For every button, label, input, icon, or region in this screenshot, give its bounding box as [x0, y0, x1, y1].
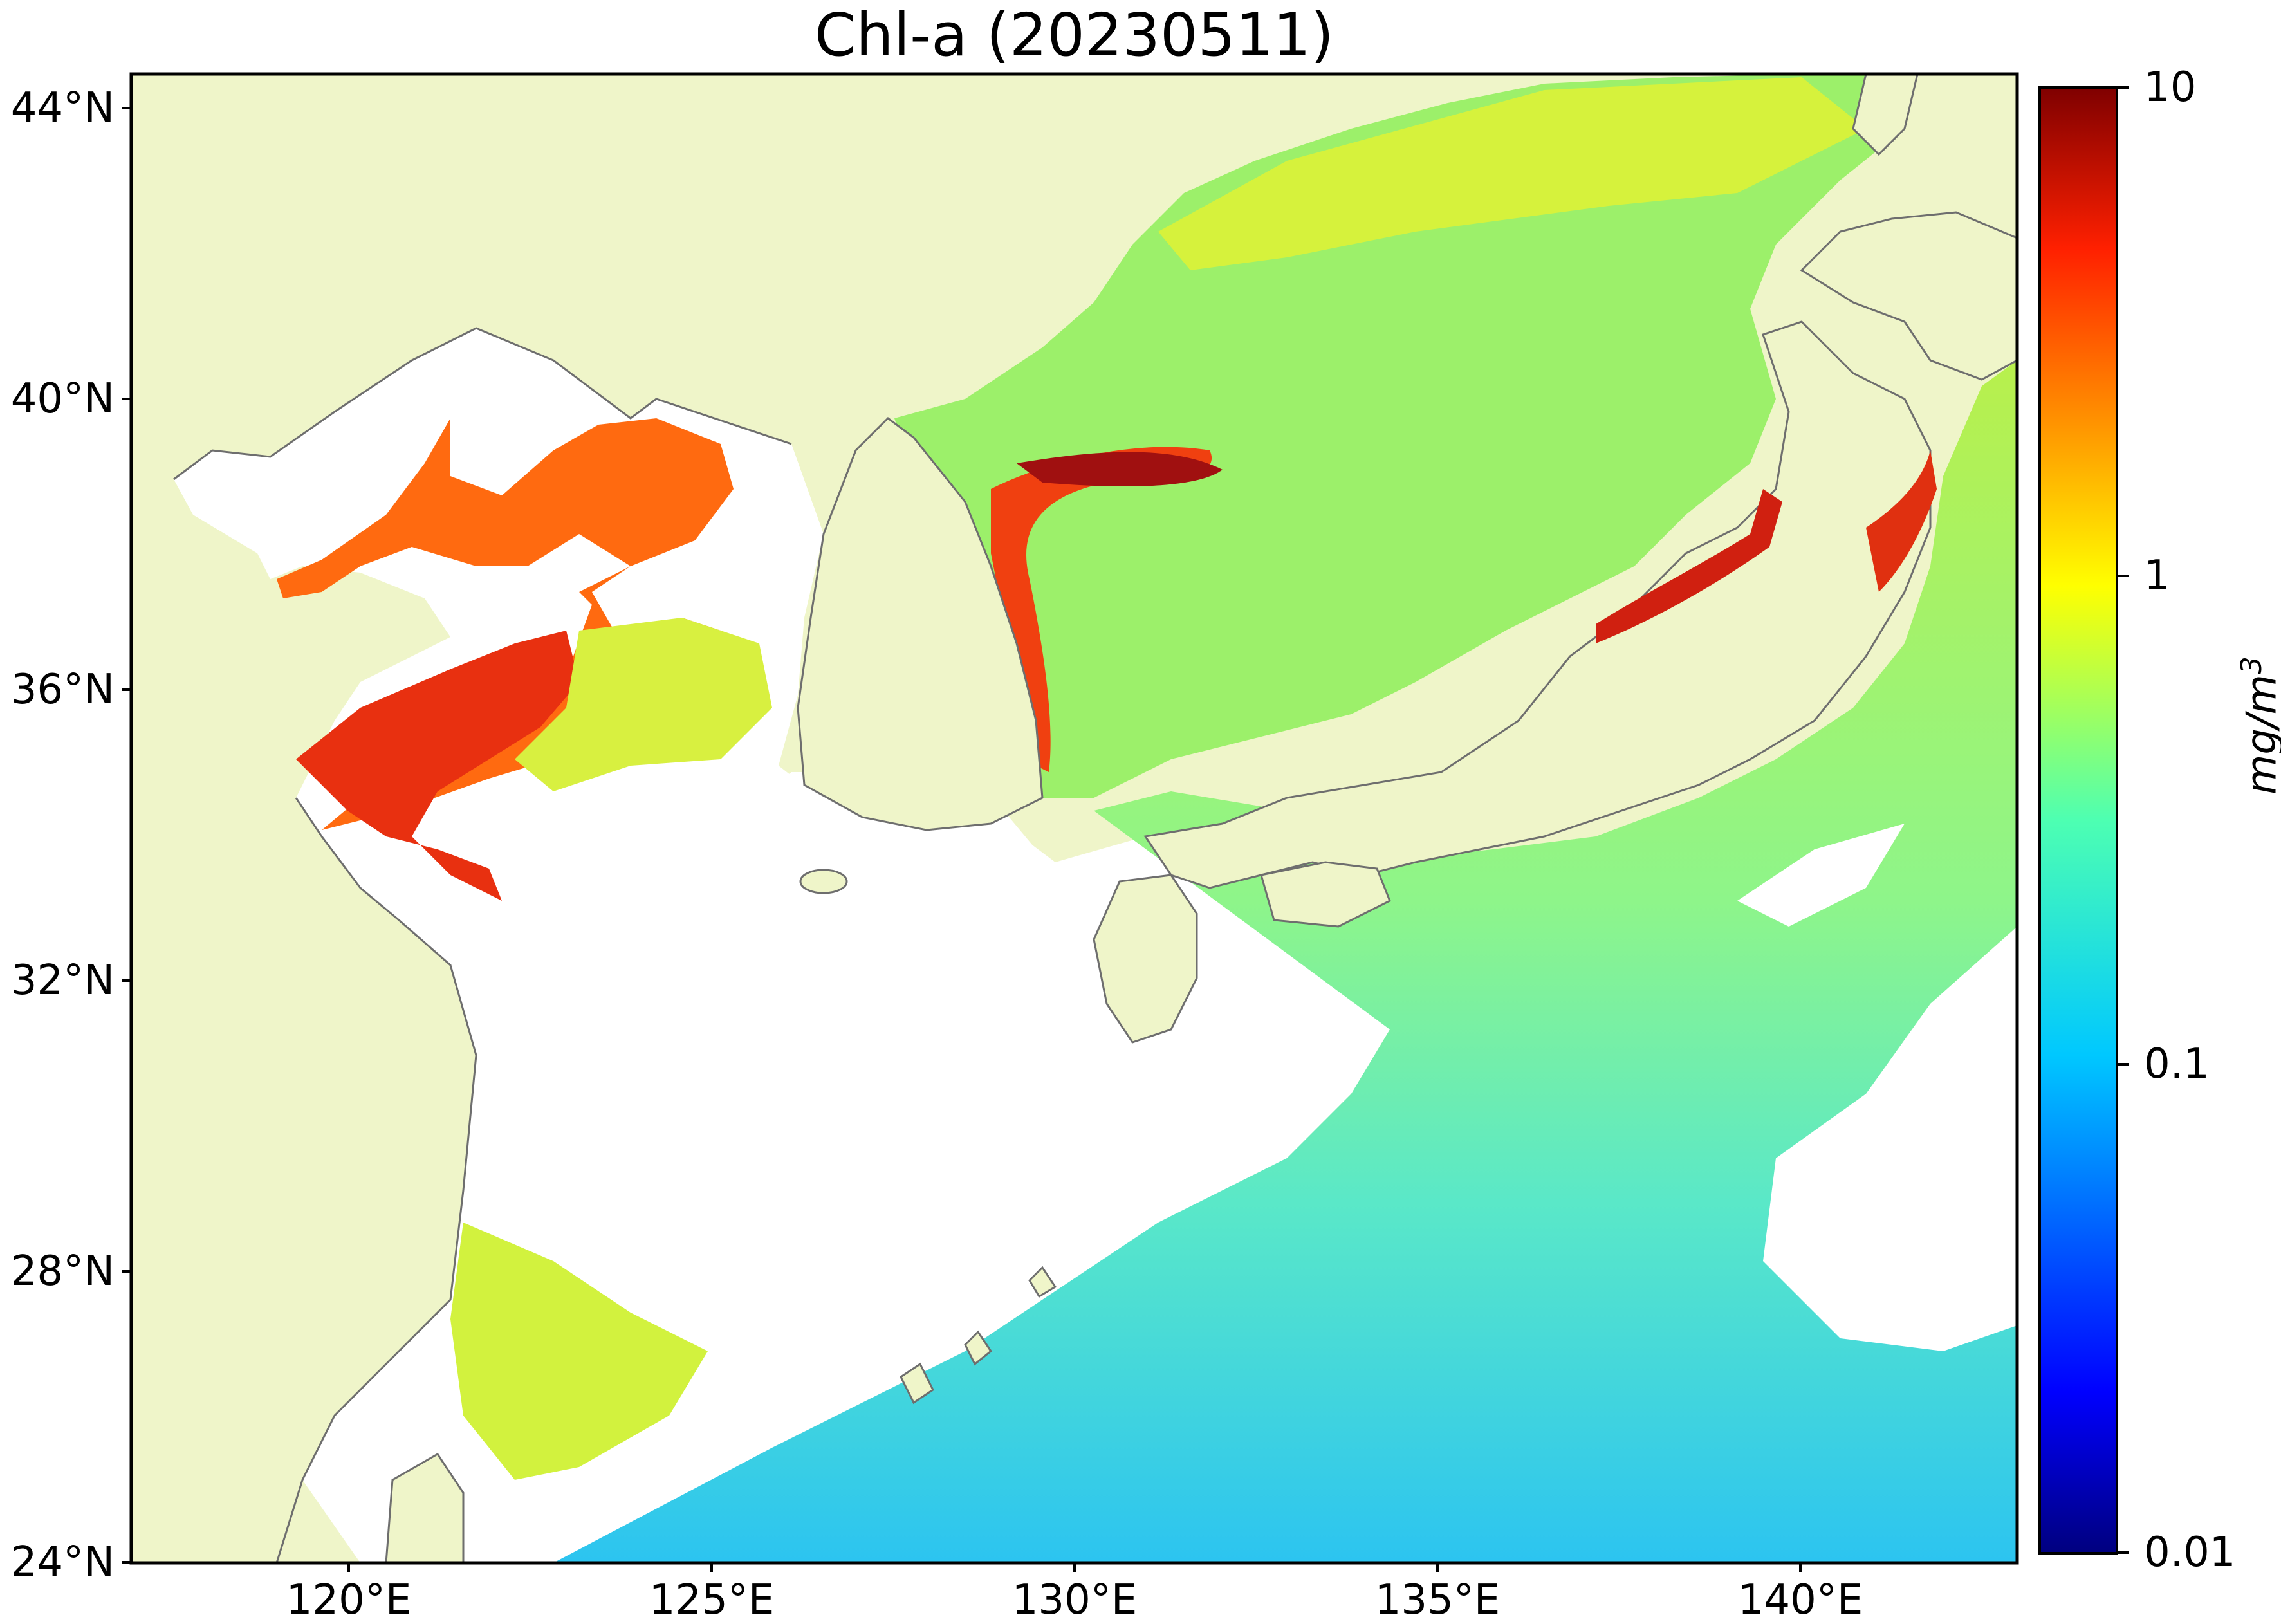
ecs-cloud	[553, 772, 1210, 1325]
colorbar-unit: mg/m3	[2235, 656, 2281, 795]
colorbar-label-10: 10	[2144, 64, 2197, 111]
eddy-filament	[1017, 452, 1223, 486]
sea-of-japan	[894, 74, 1905, 798]
china-coast	[173, 327, 792, 1563]
lon-label-140: 140°E	[1737, 1576, 1863, 1624]
pacific-ocean	[553, 360, 2017, 1563]
east-china-coast-patch	[450, 1223, 708, 1480]
colorbar-label-0.1: 0.1	[2144, 1040, 2210, 1088]
lat-ticks	[122, 107, 131, 1564]
lat-label-32: 32°N	[10, 957, 115, 1004]
ryukyu-islands	[900, 1266, 1057, 1405]
japan-coast-bloom	[1596, 489, 1782, 643]
korean-peninsula	[797, 417, 1044, 831]
honshu	[1143, 320, 1932, 889]
lon-label-120: 120°E	[286, 1576, 412, 1624]
sea-of-japan-north	[1158, 77, 1866, 270]
lon-ticks	[347, 1563, 1802, 1572]
honshu-east-bloom	[1866, 450, 1937, 592]
jiangsu-bloom	[296, 631, 579, 901]
lat-label-24: 24°N	[10, 1538, 115, 1586]
lat-label-28: 28°N	[10, 1248, 115, 1295]
kyushu	[1093, 874, 1198, 1044]
lon-label-125: 125°E	[649, 1576, 775, 1624]
sakhalin-coast	[1852, 74, 1919, 156]
lat-label-40: 40°N	[10, 375, 115, 423]
map-title: Chl-a (20230511)	[815, 1, 1334, 69]
colorbar-label-0.01: 0.01	[2144, 1529, 2236, 1576]
lon-label-135: 135°E	[1374, 1576, 1501, 1624]
taiwan	[385, 1453, 465, 1563]
colorbar	[2038, 86, 2118, 1555]
yellow-sea-central	[515, 618, 772, 791]
colorbar-ticks	[2117, 86, 2129, 1554]
lon-label-130: 130°E	[1011, 1576, 1138, 1624]
pacific-cloud-gap-2	[1737, 824, 1905, 927]
lat-label-44: 44°N	[10, 84, 115, 132]
korea-east-coast-bloom	[991, 447, 1212, 772]
lat-label-36: 36°N	[10, 666, 115, 714]
colorbar-label-1: 1	[2144, 552, 2170, 600]
shikoku	[1260, 861, 1391, 928]
jeju-island	[799, 869, 848, 894]
pacific-cloud-gap	[1763, 927, 2017, 1351]
hokkaido	[1800, 211, 2017, 381]
